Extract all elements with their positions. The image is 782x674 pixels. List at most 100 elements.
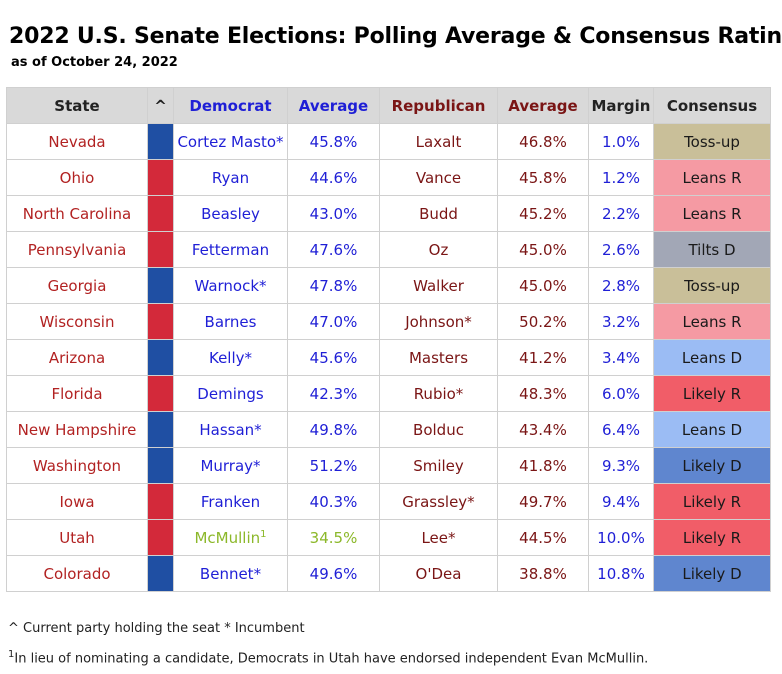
footnote: 1In lieu of nominating a candidate, Demo… <box>8 649 648 666</box>
rep-average-cell: 45.8% <box>497 159 589 196</box>
republican-cell: Grassley* <box>379 483 498 520</box>
party-seat-marker <box>147 375 174 412</box>
republican-cell: Laxalt <box>379 123 498 160</box>
republican-cell: Lee* <box>379 519 498 556</box>
margin-cell: 2.2% <box>588 195 654 232</box>
consensus-cell: Likely D <box>653 555 771 592</box>
republican-cell: Vance <box>379 159 498 196</box>
republican-cell: Oz <box>379 231 498 268</box>
margin-cell: 6.4% <box>588 411 654 448</box>
dem-average-cell: 51.2% <box>287 447 380 484</box>
rep-average-cell: 43.4% <box>497 411 589 448</box>
dem-average-cell: 45.6% <box>287 339 380 376</box>
rep-average-cell: 46.8% <box>497 123 589 160</box>
consensus-cell: Tilts D <box>653 231 771 268</box>
table-row: Georgia Warnock* 47.8% Walker 45.0% 2.8% Toss-… <box>6 267 771 304</box>
democrat-cell: McMullin1 <box>173 519 288 556</box>
margin-cell: 10.8% <box>588 555 654 592</box>
rep-average-cell: 49.7% <box>497 483 589 520</box>
republican-cell: O'Dea <box>379 555 498 592</box>
header-republican: Republican <box>379 87 498 124</box>
rep-average-cell: 38.8% <box>497 555 589 592</box>
footnote-marker: 1 <box>260 528 267 540</box>
consensus-cell: Likely R <box>653 519 771 556</box>
party-seat-marker <box>147 411 174 448</box>
consensus-cell: Leans D <box>653 339 771 376</box>
dem-average-cell: 43.0% <box>287 195 380 232</box>
dem-average-cell: 45.8% <box>287 123 380 160</box>
consensus-cell: Toss-up <box>653 267 771 304</box>
table-row: Nevada Cortez Masto* 45.8% Laxalt 46.8% 1.0% T… <box>6 123 771 160</box>
rep-average-cell: 45.0% <box>497 267 589 304</box>
margin-cell: 10.0% <box>588 519 654 556</box>
state-cell: New Hampshire <box>6 411 148 448</box>
democrat-cell: Demings <box>173 375 288 412</box>
dem-average-cell: 49.6% <box>287 555 380 592</box>
state-cell: Ohio <box>6 159 148 196</box>
party-seat-marker <box>147 303 174 340</box>
party-seat-marker <box>147 267 174 304</box>
state-cell: Georgia <box>6 267 148 304</box>
democrat-name: Beasley <box>201 204 260 223</box>
margin-cell: 3.2% <box>588 303 654 340</box>
democrat-cell: Fetterman <box>173 231 288 268</box>
state-cell: Utah <box>6 519 148 556</box>
header-party: ^ <box>147 87 174 124</box>
consensus-cell: Leans R <box>653 303 771 340</box>
state-cell: Iowa <box>6 483 148 520</box>
democrat-cell: Barnes <box>173 303 288 340</box>
table-row: Colorado Bennet* 49.6% O'Dea 38.8% 10.8% Likel… <box>6 555 771 592</box>
table-row: Pennsylvania Fetterman 47.6% Oz 45.0% 2.6% Til… <box>6 231 771 268</box>
rep-average-cell: 44.5% <box>497 519 589 556</box>
democrat-name: Franken <box>200 492 261 511</box>
margin-cell: 9.4% <box>588 483 654 520</box>
consensus-cell: Likely R <box>653 483 771 520</box>
table-row: Utah McMullin1 34.5% Lee* 44.5% 10.0% Likely R <box>6 519 771 556</box>
democrat-cell: Hassan* <box>173 411 288 448</box>
democrat-name: Fetterman <box>191 240 270 259</box>
democrat-cell: Franken <box>173 483 288 520</box>
party-seat-marker <box>147 195 174 232</box>
democrat-cell: Ryan <box>173 159 288 196</box>
party-seat-marker <box>147 555 174 592</box>
party-seat-marker <box>147 339 174 376</box>
table-row: North Carolina Beasley 43.0% Budd 45.2% 2.2% L… <box>6 195 771 232</box>
header-row: State ^ Democrat Average Republican Aver… <box>6 87 771 124</box>
margin-cell: 1.0% <box>588 123 654 160</box>
header-margin: Margin <box>588 87 654 124</box>
democrat-name: Demings <box>197 384 264 403</box>
party-seat-marker <box>147 519 174 556</box>
table-row: Iowa Franken 40.3% Grassley* 49.7% 9.4% Likely… <box>6 483 771 520</box>
party-seat-marker <box>147 231 174 268</box>
consensus-cell: Leans R <box>653 159 771 196</box>
table-body: Nevada Cortez Masto* 45.8% Laxalt 46.8% 1.0% T… <box>6 123 771 592</box>
margin-cell: 3.4% <box>588 339 654 376</box>
header-rep-average: Average <box>497 87 589 124</box>
democrat-name: Kelly* <box>208 348 253 367</box>
democrat-name: Bennet* <box>199 564 262 583</box>
republican-cell: Budd <box>379 195 498 232</box>
margin-cell: 2.8% <box>588 267 654 304</box>
rep-average-cell: 41.2% <box>497 339 589 376</box>
margin-cell: 2.6% <box>588 231 654 268</box>
footnote-mark: 1 <box>8 649 15 660</box>
democrat-name: Warnock* <box>194 276 267 295</box>
table-row: Arizona Kelly* 45.6% Masters 41.2% 3.4% Leans … <box>6 339 771 376</box>
state-cell: Florida <box>6 375 148 412</box>
state-cell: Nevada <box>6 123 148 160</box>
dem-average-cell: 34.5% <box>287 519 380 556</box>
consensus-cell: Likely R <box>653 375 771 412</box>
democrat-name: Barnes <box>204 312 257 331</box>
republican-cell: Walker <box>379 267 498 304</box>
dem-average-cell: 47.6% <box>287 231 380 268</box>
republican-cell: Rubio* <box>379 375 498 412</box>
party-seat-marker <box>147 159 174 196</box>
democrat-cell: Warnock* <box>173 267 288 304</box>
dem-average-cell: 47.0% <box>287 303 380 340</box>
democrat-cell: Bennet* <box>173 555 288 592</box>
democrat-cell: Kelly* <box>173 339 288 376</box>
footnote-text: In lieu of nominating a candidate, Democ… <box>14 651 649 667</box>
margin-cell: 9.3% <box>588 447 654 484</box>
democrat-name: Murray* <box>200 456 261 475</box>
democrat-name: Hassan* <box>199 420 262 439</box>
